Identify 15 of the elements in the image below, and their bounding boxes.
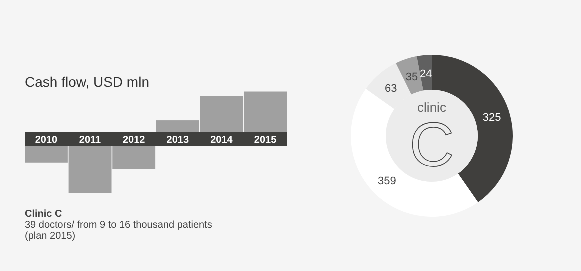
x-tick-label: 2015 (254, 135, 278, 146)
data-label: 63 (385, 83, 398, 96)
data-label: 35 (406, 71, 418, 84)
chart-title: Cash flow, USD mln (25, 74, 150, 90)
text: 39 doctors/ from 9 to 16 thousand patients (25, 220, 212, 231)
x-tick-label: 2012 (122, 135, 146, 146)
data-label: 325 (482, 112, 502, 124)
x-tick-label: 2011 (79, 135, 102, 146)
x-tick-label: 2014 (210, 135, 234, 146)
data-label: 359 (378, 175, 396, 188)
x-tick-label: 2010 (35, 135, 58, 146)
text: Clinic C (25, 209, 62, 220)
x-tick-label: 2013 (166, 135, 190, 146)
data-label: 24 (420, 68, 432, 80)
text: (plan 2015) (25, 231, 76, 242)
